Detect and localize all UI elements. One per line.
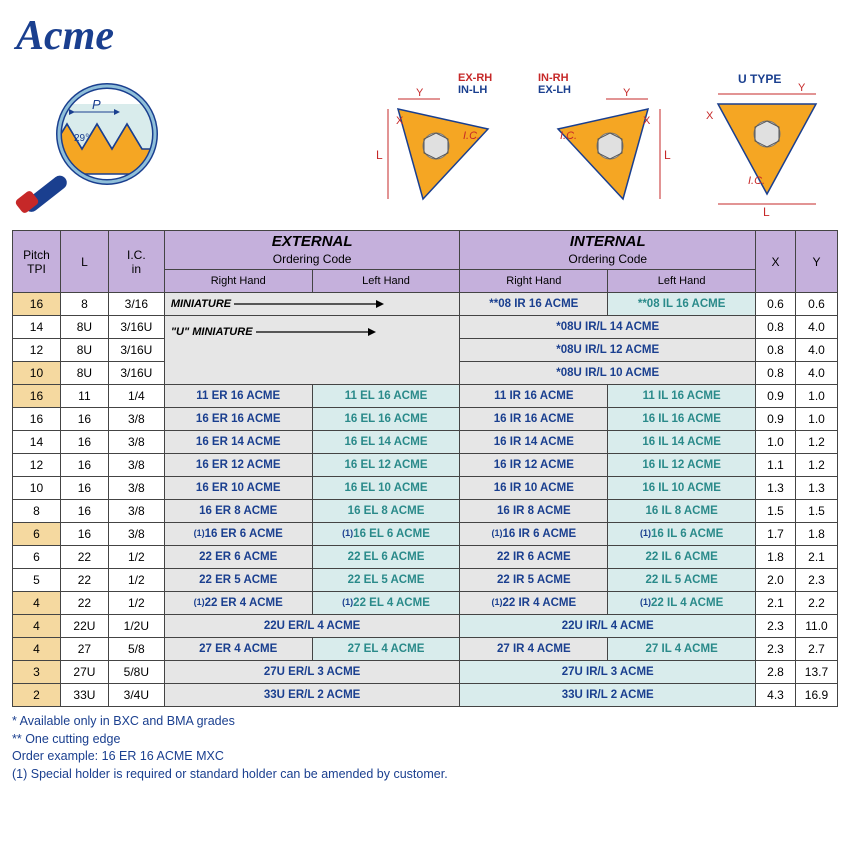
footnote-2: ** One cutting edge <box>12 731 838 749</box>
table-row: 4221/2(1)22 ER 4 ACME(1)22 EL 4 ACME(1)2… <box>13 592 838 615</box>
hdr-ext-lh: Left Hand <box>312 270 460 293</box>
ex-rh-label: EX-RH <box>458 72 492 84</box>
Y-label: Y <box>416 87 424 99</box>
table-row: 5221/222 ER 5 ACME22 EL 5 ACME22 IR 5 AC… <box>13 569 838 592</box>
table-row: 327U5/8U27U ER/L 3 ACME27U IR/L 3 ACME2.… <box>13 661 838 684</box>
diagram-row: P 29° EX-RH IN-LH I.C. L Y <box>12 64 838 224</box>
hdr-Y: Y <box>795 231 837 293</box>
svg-text:I.C.: I.C. <box>748 175 765 187</box>
table-row: 4275/827 ER 4 ACME27 EL 4 ACME27 IR 4 AC… <box>13 638 838 661</box>
in-lh-label: IN-LH <box>458 84 487 96</box>
table-row: 233U3/4U33U ER/L 2 ACME33U IR/L 2 ACME4.… <box>13 684 838 707</box>
hdr-int-rh: Right Hand <box>460 270 608 293</box>
insert-left-diagram: EX-RH IN-LH I.C. L Y X <box>368 69 518 224</box>
svg-text:Y: Y <box>623 87 631 99</box>
u-type-label: U TYPE <box>738 72 781 86</box>
X-label: X <box>396 115 404 127</box>
table-row: 8163/816 ER 8 ACME16 EL 8 ACME16 IR 8 AC… <box>13 500 838 523</box>
table-row: 16111/411 ER 16 ACME11 EL 16 ACME11 IR 1… <box>13 385 838 408</box>
table-row: 12163/816 ER 12 ACME16 EL 12 ACME16 IR 1… <box>13 454 838 477</box>
svg-text:I.C.: I.C. <box>560 130 577 142</box>
footnote-1: * Available only in BXC and BMA grades <box>12 713 838 731</box>
hdr-X: X <box>756 231 796 293</box>
ordering-table: PitchTPI L I.C.in EXTERNALOrdering Code … <box>12 230 838 707</box>
svg-text:X: X <box>643 115 651 127</box>
insert-right-diagram: IN-RH EX-LH I.C. L Y X <box>528 69 678 224</box>
svg-text:L: L <box>763 205 770 219</box>
ic-label: I.C. <box>463 130 480 142</box>
ex-lh-label: EX-LH <box>538 84 571 96</box>
in-rh-label: IN-RH <box>538 72 569 84</box>
hdr-external: EXTERNALOrdering Code <box>164 231 460 270</box>
page-title: Acme <box>16 12 838 60</box>
table-row: 14163/816 ER 14 ACME16 EL 14 ACME16 IR 1… <box>13 431 838 454</box>
L-label: L <box>376 148 383 162</box>
table-row: 1683/16MINIATURE **08 IR 16 ACME**08 IL … <box>13 293 838 316</box>
hdr-internal: INTERNALOrdering Code <box>460 231 756 270</box>
hdr-int-lh: Left Hand <box>608 270 756 293</box>
insert-utype-diagram: U TYPE Y X L I.C. <box>688 69 838 224</box>
svg-text:X: X <box>706 110 714 122</box>
footnote-3: Order example: 16 ER 16 ACME MXC <box>12 748 838 766</box>
angle-label: 29° <box>74 133 89 144</box>
footnotes: * Available only in BXC and BMA grades *… <box>12 713 838 783</box>
hdr-ext-rh: Right Hand <box>164 270 312 293</box>
table-row: 148U3/16U"U" MINIATURE *08U IR/L 14 ACME… <box>13 316 838 339</box>
pitch-label: P <box>92 97 101 112</box>
hdr-L: L <box>60 231 108 293</box>
svg-text:L: L <box>664 148 671 162</box>
table-row: 16163/816 ER 16 ACME16 EL 16 ACME16 IR 1… <box>13 408 838 431</box>
hdr-pitch: PitchTPI <box>13 231 61 293</box>
table-row: 6163/8(1)16 ER 6 ACME(1)16 EL 6 ACME(1)1… <box>13 523 838 546</box>
table-row: 10163/816 ER 10 ACME16 EL 10 ACME16 IR 1… <box>13 477 838 500</box>
footnote-4: (1) Special holder is required or standa… <box>12 766 838 784</box>
table-row: 422U1/2U22U ER/L 4 ACME22U IR/L 4 ACME2.… <box>13 615 838 638</box>
svg-text:Y: Y <box>798 82 806 94</box>
table-row: 6221/222 ER 6 ACME22 EL 6 ACME22 IR 6 AC… <box>13 546 838 569</box>
hdr-IC: I.C.in <box>108 231 164 293</box>
magnifier-diagram: P 29° <box>12 74 192 224</box>
